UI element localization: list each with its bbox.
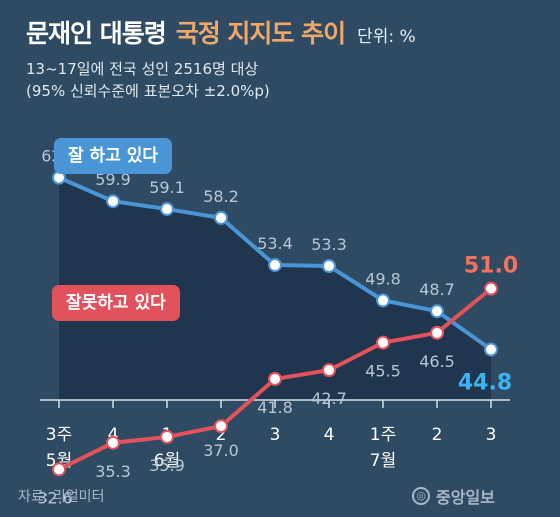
data-point	[484, 281, 498, 296]
data-label: 45.5	[365, 362, 401, 381]
data-point	[160, 202, 174, 217]
chart-title-accent: 국정 지지도 추이	[175, 19, 346, 48]
x-tick-label: 3	[270, 425, 281, 445]
data-label: 59.9	[95, 170, 131, 189]
x-tick-sublabel: 7월	[370, 451, 396, 471]
data-point	[376, 293, 390, 308]
chart-title: 문재인 대통령	[26, 19, 167, 48]
x-tick-label: 2	[216, 425, 227, 445]
data-point	[430, 304, 444, 319]
x-tick-label: 3주	[46, 425, 72, 445]
x-tick-label: 1주	[370, 425, 396, 445]
data-label: 53.4	[257, 234, 293, 253]
data-label: 35.3	[95, 462, 131, 481]
data-label: 35.9	[149, 456, 185, 475]
data-point	[160, 429, 174, 444]
subtitle-line-1: 13~17일에 전국 성인 2516명 대상	[26, 60, 259, 78]
unit-label: 단위: %	[357, 27, 416, 47]
data-label: 44.8	[458, 371, 512, 396]
subtitle-line-2: (95% 신뢰수준에 표본오차 ±2.0%p)	[26, 82, 270, 100]
data-point	[268, 258, 282, 273]
data-point	[484, 342, 498, 357]
x-tick-label: 4	[324, 425, 335, 445]
data-point	[214, 419, 228, 434]
data-point	[376, 335, 390, 350]
source-note: 자료: 리얼미터	[18, 489, 105, 505]
legend-approve: 잘 하고 있다	[54, 138, 173, 174]
x-tick-sublabel: 6월	[154, 451, 180, 471]
brand-logo: ◎ 중앙일보	[412, 484, 495, 508]
header: 문재인 대통령 국정 지지도 추이 단위: % 13~17일에 전국 성인 25…	[26, 14, 546, 102]
data-point	[106, 435, 120, 450]
data-point	[322, 259, 336, 274]
data-point	[106, 194, 120, 209]
data-label: 42.7	[311, 389, 347, 408]
x-tick-label: 2	[432, 425, 443, 445]
data-label: 58.2	[203, 187, 239, 206]
data-label: 49.8	[365, 269, 401, 288]
brand-circle-icon: ◎	[412, 487, 430, 505]
data-label: 46.5	[419, 352, 455, 371]
title-row: 문재인 대통령 국정 지지도 추이 단위: %	[26, 14, 546, 50]
data-label: 41.8	[257, 398, 293, 417]
data-point	[214, 210, 228, 225]
data-point	[268, 371, 282, 386]
brand-name: 중앙일보	[436, 488, 495, 507]
data-point	[322, 363, 336, 378]
legend-disapprove: 잘못하고 있다	[52, 285, 180, 321]
data-label: 53.3	[311, 235, 347, 254]
data-label: 37.0	[203, 441, 239, 460]
data-point	[430, 325, 444, 340]
data-label: 59.1	[149, 178, 185, 197]
data-label: 32.6	[37, 488, 73, 507]
data-label: 51.0	[464, 254, 518, 279]
x-tick-label: 4	[108, 425, 119, 445]
x-tick-label: 3	[486, 425, 497, 445]
data-label: 48.7	[419, 280, 455, 299]
data-point	[52, 462, 66, 477]
